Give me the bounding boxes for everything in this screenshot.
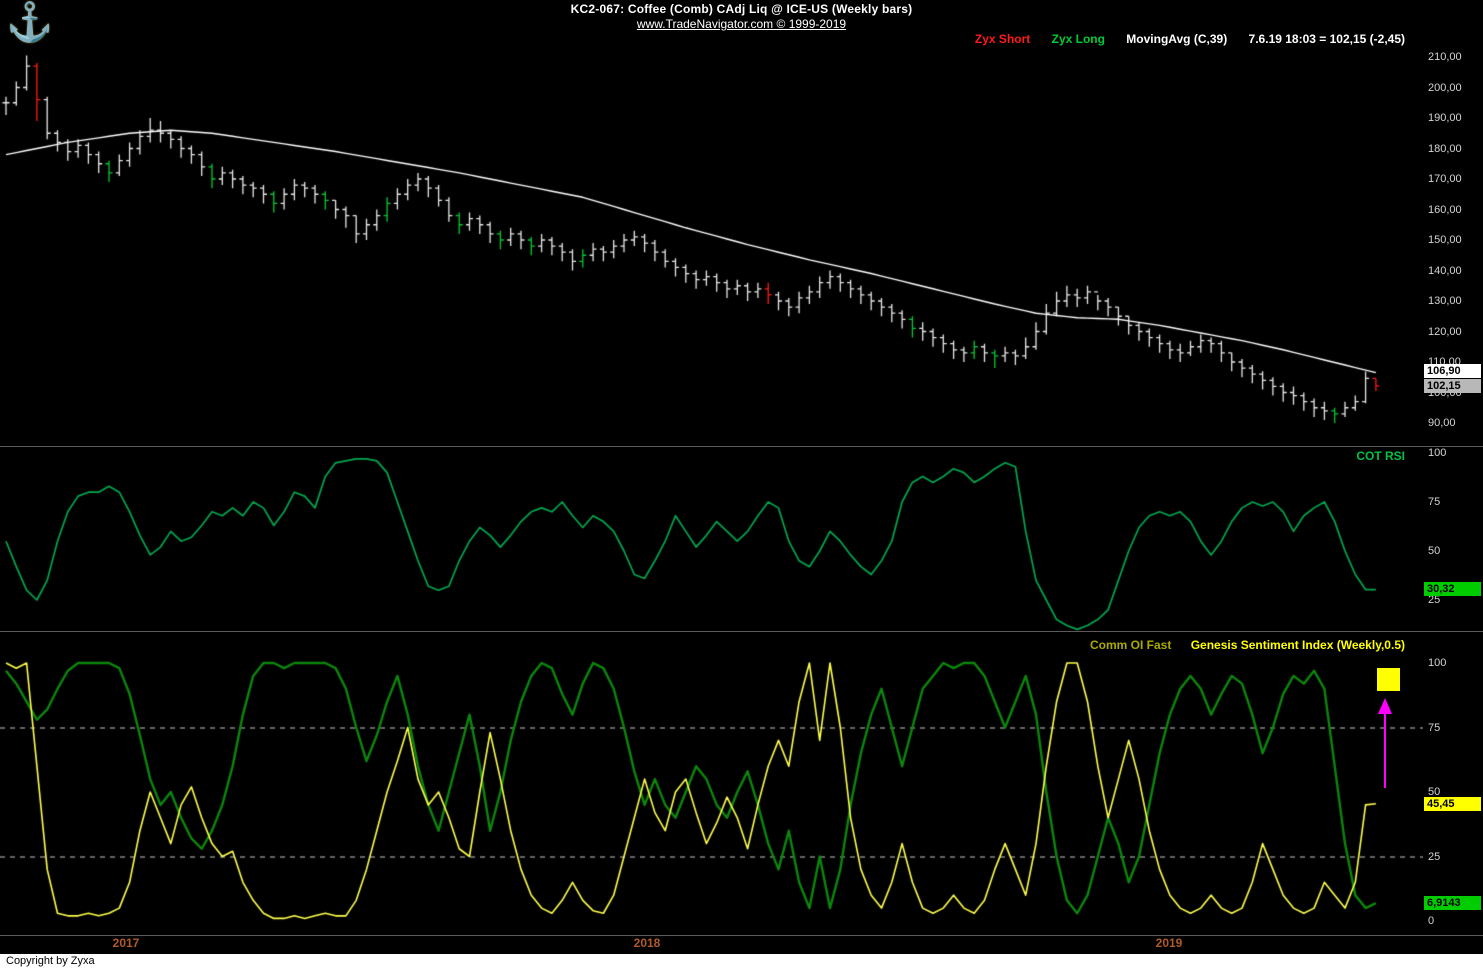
axis-tick-label: 25 [1428,850,1441,863]
sentiment-value-marker: 6,9143 [1424,896,1481,910]
axis-tick-label: 25 [1428,594,1441,606]
axis-tick-label: 190,00 [1428,112,1462,124]
axis-tick-label: 75 [1428,721,1441,734]
axis-tick-label: 160,00 [1428,203,1462,216]
genesis-sentiment-index-label: Genesis Sentiment Index (Weekly,0.5) [1190,638,1405,652]
axis-tick-label: 120,00 [1428,325,1462,338]
year-label-2019: 2019 [1155,936,1183,950]
axis-tick-label: 180,00 [1428,142,1462,155]
axis-tick-label: 150,00 [1428,234,1462,246]
copyright-strip: Copyright by Zyxa [0,954,1483,969]
sentiment-panel-labels: Comm OI Fast Genesis Sentiment Index (We… [1090,638,1405,652]
panel-separator [0,631,1483,632]
axis-tick-label: 75 [1428,496,1441,508]
axis-tick-label: 50 [1428,545,1441,557]
copyright-text: Copyright by Zyxa [6,955,95,967]
chart-title: KC2-067: Coffee (Comb) CAdj Liq @ ICE-US… [570,2,913,16]
axis-tick-label: 90,00 [1428,417,1456,429]
sentiment-panel-canvas[interactable] [0,632,1423,935]
price-panel-canvas[interactable] [0,40,1423,447]
axis-tick-label: 100 [1428,657,1447,669]
axis-tick-label: 210,00 [1428,51,1462,63]
panel-separator [0,446,1483,447]
axis-tick-label: 100 [1428,447,1447,459]
cot-rsi-axis: 100 75 50 25 [1423,0,1483,969]
anchor-logo-icon: ⚓ [6,2,54,44]
price-marker-high: 106,90 [1424,364,1481,378]
cot-rsi-panel-canvas[interactable] [0,447,1423,632]
axis-tick-label: 170,00 [1428,173,1462,185]
comm-oi-value-marker: 45,45 [1424,797,1481,811]
axis-tick-label: 200,00 [1428,81,1462,94]
year-label-2017: 2017 [112,936,140,950]
magenta-up-arrow-annotation [1378,698,1392,788]
axis-tick-label: 0 [1428,915,1435,927]
axis-tick-label: 140,00 [1428,264,1462,277]
sentiment-axis: 100 75 50 25 0 [1423,0,1483,969]
cot-rsi-panel-label: COT RSI [1356,449,1405,463]
year-label-2018: 2018 [633,936,661,950]
cot-rsi-value-marker: 30,32 [1424,582,1481,596]
axis-tick-label: 130,00 [1428,295,1462,307]
panel-separator [0,935,1483,936]
tradenavigator-link[interactable]: www.TradeNavigator.com © 1999-2019 [636,17,847,31]
yellow-square-annotation [1377,668,1400,691]
axis-tick-label: 50 [1428,786,1441,798]
comm-oi-fast-label: Comm OI Fast [1089,638,1172,652]
price-marker-last: 102,15 [1424,379,1481,393]
